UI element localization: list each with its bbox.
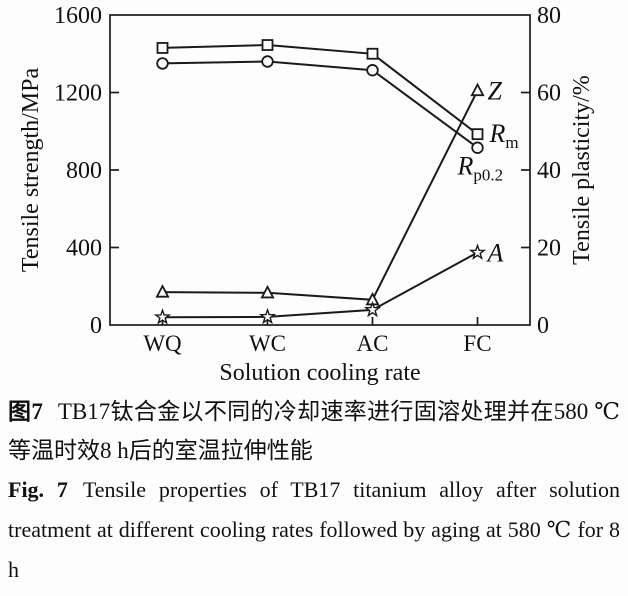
series-label: Rm xyxy=(489,119,519,152)
x-axis-category-label: WQ xyxy=(143,331,182,356)
square-marker xyxy=(261,39,274,51)
caption-zh-figno: 图7 xyxy=(8,399,43,424)
caption-zh-text: TB17钛合金以不同的冷却速率进行固溶处理并在580 ℃等温时效8 h后的室温拉… xyxy=(8,399,620,463)
series-Rp02: Rp0.2 xyxy=(156,55,504,185)
left-axis-title: Tensile strength/MPa xyxy=(18,68,44,273)
square-marker xyxy=(366,47,379,60)
circle-marker xyxy=(471,141,484,154)
tensile-properties-chart: 0 400 800 1200 1600 Tensile strength/MPa 0 20 40… xyxy=(18,3,595,386)
star-marker xyxy=(258,307,277,325)
left-axis-tick-label: 400 xyxy=(66,236,102,262)
series-line xyxy=(162,43,479,135)
star-marker xyxy=(363,300,382,318)
star-marker xyxy=(153,308,172,325)
right-axis: 0 20 40 60 80 Tensile plasticity/% xyxy=(521,3,595,339)
circle-marker xyxy=(366,64,379,77)
right-axis-tick-label: 20 xyxy=(537,236,561,262)
caption-en-figno: Fig. 7 xyxy=(8,477,68,502)
left-axis-tick-label: 800 xyxy=(66,158,102,184)
left-axis-tick-label: 1200 xyxy=(54,81,102,107)
circle-marker xyxy=(156,57,169,70)
left-axis: 0 400 800 1200 1600 Tensile strength/MPa xyxy=(18,3,119,339)
triangle-marker xyxy=(155,284,170,298)
triangle-marker xyxy=(470,82,485,97)
caption-en: Fig. 7 Tensile properties of TB17 titaniu… xyxy=(8,470,620,590)
figure-caption: 图7 TB17钛合金以不同的冷却速率进行固溶处理并在580 ℃等温时效8 h后的室… xyxy=(0,392,628,590)
series-label: Rp0.2 xyxy=(457,152,504,185)
x-axis: WQ WC AC FC Solution cooling rate xyxy=(143,317,492,386)
square-marker xyxy=(471,128,484,141)
series-label: A xyxy=(486,239,504,268)
x-axis-title: Solution cooling rate xyxy=(219,360,420,386)
left-axis-tick-label: 1600 xyxy=(54,3,102,29)
x-axis-category-label: AC xyxy=(357,331,389,356)
right-axis-title: Tensile plasticity/% xyxy=(569,75,595,265)
circle-marker xyxy=(261,55,274,68)
series-Z: Z xyxy=(155,77,503,306)
right-axis-tick-label: 80 xyxy=(537,3,561,29)
right-axis-tick-label: 60 xyxy=(537,81,561,107)
left-axis-tick-label: 0 xyxy=(90,313,102,339)
right-axis-tick-label: 0 xyxy=(537,313,549,339)
series-line xyxy=(162,60,479,149)
caption-en-text: Tensile properties of TB17 titanium allo… xyxy=(8,477,620,582)
square-marker xyxy=(156,42,169,54)
x-axis-category-label: FC xyxy=(463,331,491,356)
series-A: A xyxy=(153,239,504,325)
series-line xyxy=(162,90,479,301)
triangle-marker xyxy=(260,284,275,299)
star-marker xyxy=(468,243,487,260)
right-axis-tick-label: 40 xyxy=(537,158,561,184)
series-line xyxy=(162,251,478,319)
series-label: Z xyxy=(488,77,503,106)
caption-zh: 图7 TB17钛合金以不同的冷却速率进行固溶处理并在580 ℃等温时效8 h后的室… xyxy=(8,392,620,470)
x-axis-category-label: WC xyxy=(249,331,286,356)
series-Rm: Rm xyxy=(156,39,519,152)
